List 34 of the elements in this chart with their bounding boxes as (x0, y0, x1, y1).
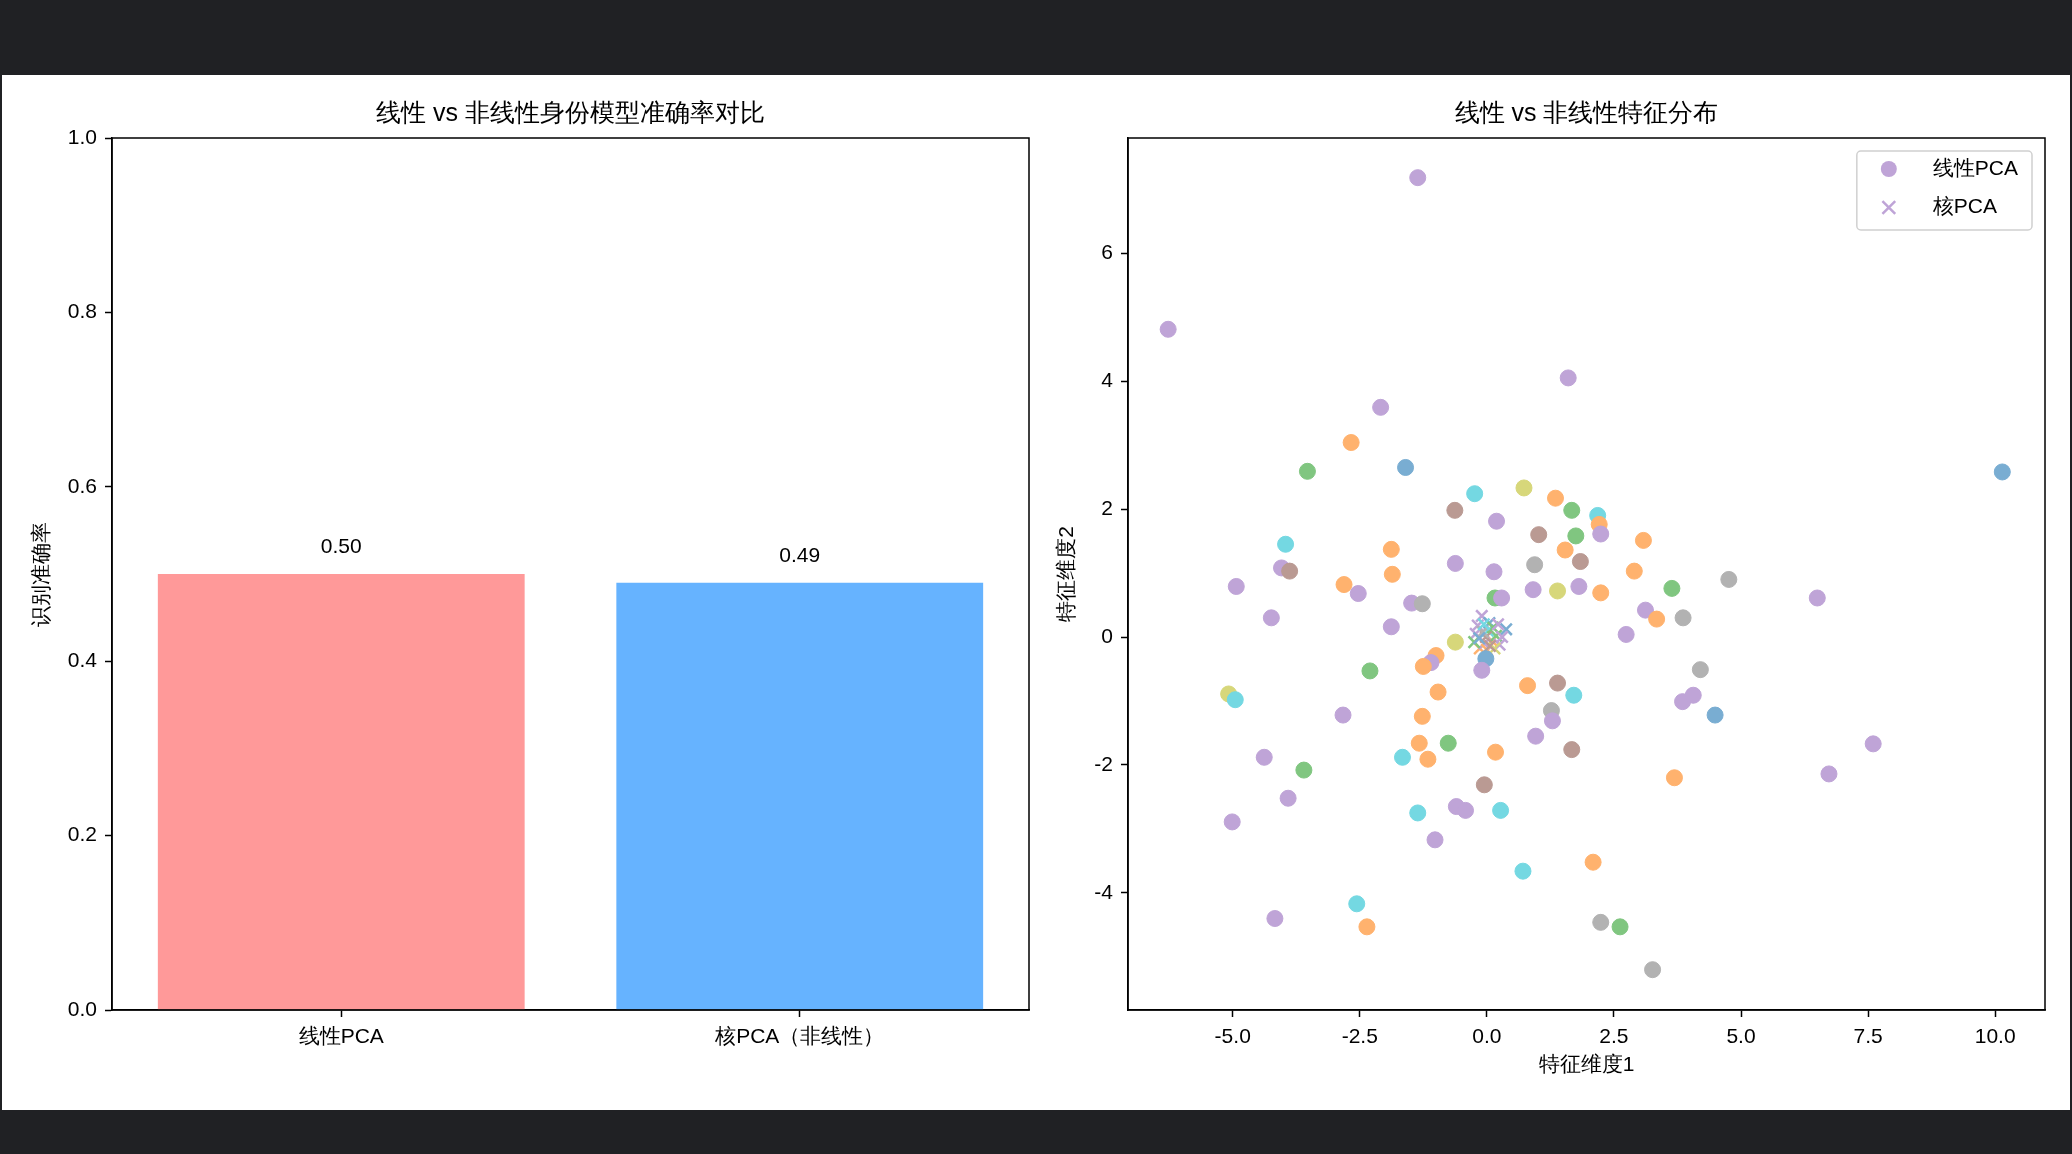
y-tick-label: 1.0 (67, 124, 97, 148)
x-tick-label: -5.0 (1214, 1024, 1251, 1048)
y-tick-label: 0 (1101, 623, 1113, 647)
legend-label: 核PCA (1931, 194, 1998, 218)
x-tick-label: 0.0 (1472, 1024, 1502, 1048)
legend-label: 线性PCA (1932, 155, 2019, 179)
data-label: 0.50 (320, 534, 362, 558)
point (1483, 639, 1497, 653)
y-tick-label: 6 (1101, 239, 1113, 263)
y-tick-label: -2 (1094, 751, 1113, 775)
chart-title: 线性 vs 非线性身份模型准确率对比 (376, 97, 765, 126)
point (1499, 622, 1514, 637)
point (1476, 617, 1491, 632)
y-tick-label: 0.6 (67, 473, 97, 497)
y-tick-label: 0.2 (67, 822, 97, 846)
x-tick-label: -2.5 (1341, 1024, 1378, 1048)
y-tick-label: 0.8 (67, 299, 97, 323)
x-tick-label: 10.0 (1974, 1024, 2016, 1048)
x-axis-title: 特征维度1 (1538, 1052, 1635, 1076)
x-tick-label: 7.5 (1853, 1024, 1883, 1048)
y-tick-label: 2 (1101, 495, 1113, 519)
y-tick-label: -4 (1094, 879, 1114, 903)
data-label: 0.49 (779, 543, 821, 567)
x-tick-label: 5.0 (1726, 1024, 1756, 1048)
y-axis-title: 特征维度2 (1054, 526, 1078, 622)
y-axis-title: 识别准确率 (29, 521, 53, 627)
x-tick-label: 核PCA（非线性） (714, 1024, 885, 1048)
x-tick-label: 2.5 (1599, 1024, 1629, 1048)
chart-title: 线性 vs 非线性特征分布 (1454, 97, 1719, 126)
y-tick-label: 0.4 (67, 648, 98, 671)
x-tick-label: 线性PCA (298, 1024, 384, 1048)
point (1472, 631, 1487, 646)
y-tick-label: 0.0 (67, 996, 97, 1020)
y-tick-label: 4 (1101, 367, 1114, 391)
